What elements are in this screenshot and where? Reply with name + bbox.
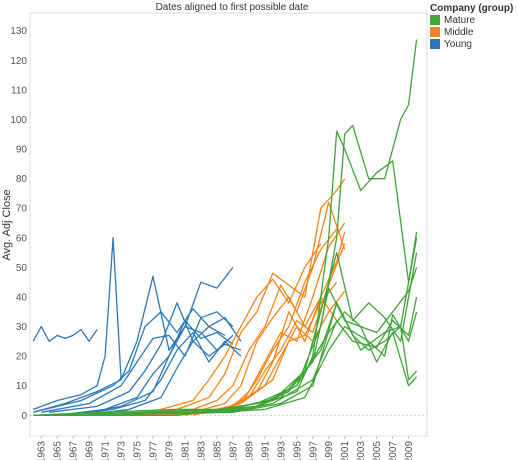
legend-title: Company (group) — [430, 3, 514, 14]
x-axis: 1963 1965 1967 1969 1971 1973 1975 1977 1979 1981… — [37, 436, 415, 460]
x-tick-label: 1985 — [212, 441, 223, 460]
plot-area-border — [29, 12, 428, 437]
x-tick-label: 1971 — [101, 441, 112, 460]
y-tick-label: 80 — [16, 174, 28, 185]
x-tick-label: 1967 — [69, 441, 80, 460]
series-line-middle[interactable] — [136, 201, 346, 416]
y-tick-label: 120 — [10, 56, 27, 67]
x-tick-label: 1965 — [53, 441, 64, 460]
series-line-young[interactable] — [81, 340, 242, 416]
legend-item-young[interactable]: Young — [430, 38, 518, 50]
y-tick-label: 130 — [10, 26, 27, 37]
y-tick-label: 0 — [21, 411, 27, 422]
series-line-middle[interactable] — [144, 231, 346, 416]
y-tick-label: 50 — [16, 263, 28, 274]
series-line-young[interactable] — [33, 267, 234, 413]
y-tick-label: 110 — [11, 85, 27, 96]
legend-label-middle: Middle — [444, 26, 474, 38]
legend-swatch-young — [430, 39, 440, 49]
series-line-mature[interactable] — [33, 311, 418, 416]
series-line-mature[interactable] — [33, 296, 418, 416]
x-tick-label: 1963 — [37, 441, 48, 460]
x-tick-label: 2007 — [388, 441, 399, 460]
x-tick-label: 1981 — [180, 441, 191, 460]
x-tick-label: 2005 — [372, 441, 383, 460]
x-tick-label: 2001 — [340, 441, 351, 460]
series-line-young[interactable] — [41, 311, 234, 413]
y-tick-label: 20 — [16, 352, 28, 363]
x-tick-label: 1975 — [133, 441, 144, 460]
y-tick-label: 40 — [16, 292, 28, 303]
series-line-mature[interactable] — [33, 311, 418, 416]
x-tick-label: 2003 — [356, 441, 367, 460]
y-tick-label: 60 — [16, 233, 28, 244]
y-axis-title: Avg. Adj Close — [1, 189, 13, 260]
series-line-middle[interactable] — [192, 281, 338, 416]
series-line-mature[interactable] — [33, 237, 418, 416]
x-tick-label: 2009 — [404, 441, 415, 460]
series-line-mature[interactable] — [33, 251, 418, 416]
series-line-mature[interactable] — [33, 39, 418, 416]
series-line-young[interactable] — [33, 308, 242, 413]
x-tick-label: 1983 — [196, 441, 207, 460]
series-line-young[interactable] — [32, 237, 122, 411]
chart-title: Dates aligned to first possible date — [156, 2, 309, 13]
x-tick-label: 1997 — [308, 441, 319, 460]
x-tick-label: 1989 — [244, 441, 255, 460]
y-tick-label: 10 — [16, 381, 28, 392]
series-line-middle[interactable] — [121, 243, 322, 416]
legend-swatch-middle — [430, 27, 440, 37]
legend-item-middle[interactable]: Middle — [430, 26, 518, 38]
series-lines — [32, 39, 418, 416]
y-axis: 0 10 20 30 40 50 60 70 80 90 100 110 120 130 — [10, 26, 27, 422]
series-line-middle[interactable] — [129, 178, 346, 416]
x-tick-label: 1999 — [324, 441, 335, 460]
legend-label-young: Young — [444, 38, 472, 50]
series-line-young[interactable] — [49, 302, 226, 413]
x-tick-label: 1969 — [85, 441, 96, 460]
legend-swatch-mature — [430, 15, 440, 25]
x-tick-label: 1987 — [228, 441, 239, 460]
series-line-young[interactable] — [72, 319, 234, 416]
x-tick-label: 1995 — [292, 441, 303, 460]
x-tick-label: 1973 — [117, 441, 128, 460]
y-tick-label: 30 — [16, 322, 28, 333]
y-tick-label: 70 — [16, 204, 28, 215]
x-tick-label: 1991 — [260, 441, 271, 460]
series-line-young[interactable] — [32, 325, 98, 342]
legend: Company (group) Mature Middle Young — [430, 3, 518, 50]
legend-item-mature[interactable]: Mature — [430, 14, 518, 26]
y-tick-label: 100 — [10, 115, 27, 126]
legend-label-mature: Mature — [444, 14, 476, 26]
x-tick-label: 1993 — [276, 441, 287, 460]
y-tick-label: 90 — [16, 145, 28, 156]
x-tick-label: 1977 — [149, 441, 160, 460]
x-tick-label: 1979 — [164, 441, 175, 460]
